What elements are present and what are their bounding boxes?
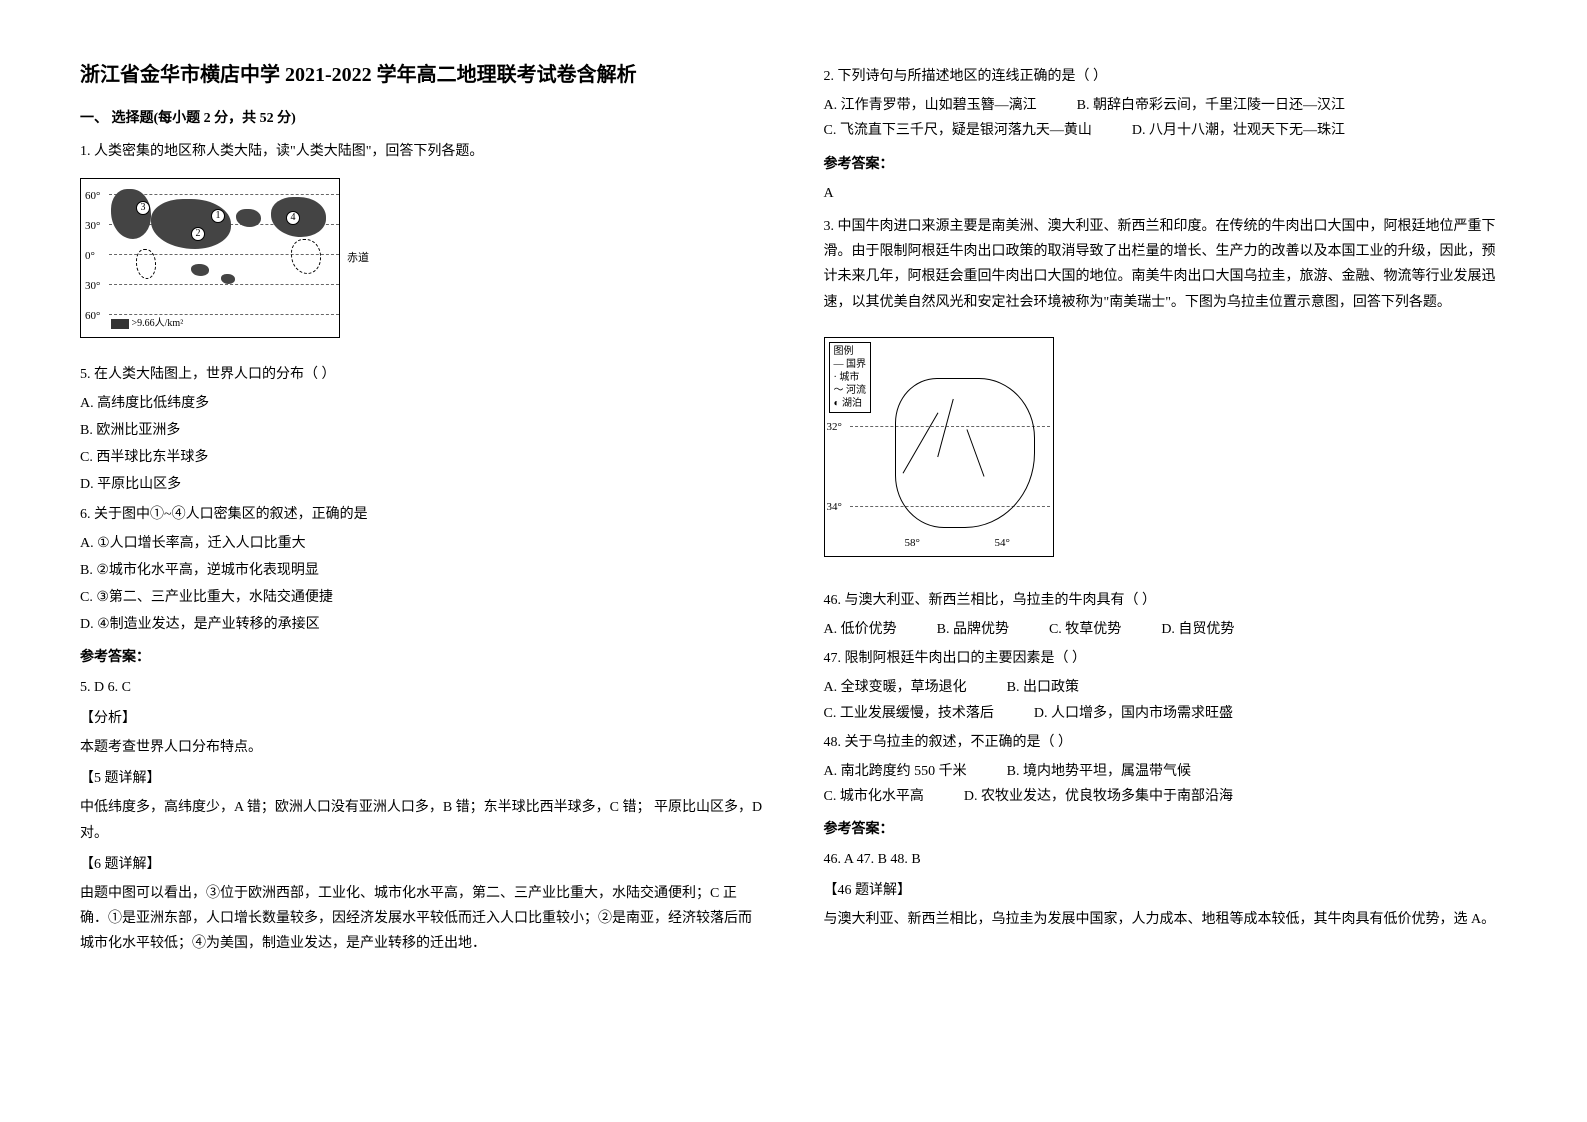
- q6-opt-b: B. ②城市化水平高，逆城市化表现明显: [80, 558, 764, 583]
- q5-opt-b: B. 欧洲比亚洲多: [80, 418, 764, 443]
- analysis-heading: 【分析】: [80, 706, 764, 731]
- q48-opt-c: C. 城市化水平高: [824, 784, 924, 809]
- document-page: 浙江省金华市横店中学 2021-2022 学年高二地理联考试卷含解析 一、 选择…: [80, 60, 1507, 961]
- q2-opts-row2: C. 飞流直下三千尺，疑是银河落九天—黄山 D. 八月十八潮，壮观天下无—珠江: [824, 118, 1508, 143]
- map2-legend: 图例 — 国界 · 城市 ～ 河流 ◐ 湖泊: [829, 342, 872, 413]
- gridline: [109, 284, 339, 285]
- country-outline: [895, 378, 1035, 528]
- map2-box: 图例 — 国界 · 城市 ～ 河流 ◐ 湖泊 32° 34° 58° 54°: [824, 337, 1054, 557]
- q5-detail: 中低纬度多，高纬度少，A 错；欧洲人口没有亚洲人口多，B 错；东半球比西半球多，…: [80, 795, 764, 845]
- lat-30s: 30°: [85, 277, 100, 297]
- legend-lake: ◐ 湖泊: [834, 397, 867, 410]
- q3-stem: 3. 中国牛肉进口来源主要是南美洲、澳大利亚、新西兰和印度。在传统的牛肉出口大国…: [824, 214, 1508, 315]
- equator-label: 赤道: [347, 249, 369, 269]
- continent-shape: [191, 264, 209, 276]
- legend-city: · 城市: [834, 371, 867, 384]
- lon-58: 58°: [905, 534, 920, 554]
- q46-detail: 与澳大利亚、新西兰相比，乌拉圭为发展中国家，人力成本、地租等成本较低，其牛肉具有…: [824, 907, 1508, 932]
- q48-opt-d: D. 农牧业发达，优良牧场多集中于南部沿海: [964, 784, 1233, 809]
- lat-60n: 60°: [85, 187, 100, 207]
- q48-opts-row2: C. 城市化水平高 D. 农牧业发达，优良牧场多集中于南部沿海: [824, 784, 1508, 809]
- q2-opt-d: D. 八月十八潮，壮观天下无—珠江: [1132, 118, 1345, 143]
- q1-analysis: 本题考查世界人口分布特点。: [80, 735, 764, 760]
- q46-opt-d: D. 自贸优势: [1161, 617, 1234, 642]
- answer-heading: 参考答案：: [824, 152, 1508, 177]
- q47-opts-row1: A. 全球变暖，草场退化 B. 出口政策: [824, 675, 1508, 700]
- q1-sub5: 5. 在人类大陆图上，世界人口的分布（ ）: [80, 362, 764, 387]
- map1-box: 60° 30° 0° 30° 60° 赤道 1 2: [80, 178, 340, 338]
- legend-text: >9.66人/km²: [132, 318, 184, 329]
- continent-shape: [221, 274, 235, 284]
- q47-opt-c: C. 工业发展缓慢，技术落后: [824, 701, 994, 726]
- legend-swatch: [111, 319, 129, 329]
- map1-legend: >9.66人/km²: [111, 315, 183, 333]
- q2-opt-a: A. 江作青罗带，山如碧玉簪—漓江: [824, 93, 1037, 118]
- q46-opts: A. 低价优势 B. 品牌优势 C. 牧草优势 D. 自贸优势: [824, 617, 1508, 642]
- lat-34: 34°: [827, 498, 842, 518]
- q2-opt-c: C. 飞流直下三千尺，疑是银河落九天—黄山: [824, 118, 1092, 143]
- q5-detail-heading: 【5 题详解】: [80, 766, 764, 791]
- q48-stem: 48. 关于乌拉圭的叙述，不正确的是（ ）: [824, 730, 1508, 755]
- q6-opt-c: C. ③第二、三产业比重大，水陆交通便捷: [80, 585, 764, 610]
- lat-60s: 60°: [85, 307, 100, 327]
- q46-detail-heading: 【46 题详解】: [824, 878, 1508, 903]
- q47-stem: 47. 限制阿根廷牛肉出口的主要因素是（ ）: [824, 646, 1508, 671]
- answer-heading: 参考答案：: [80, 645, 764, 670]
- q48-opt-a: A. 南北跨度约 550 千米: [824, 759, 967, 784]
- q46-opt-a: A. 低价优势: [824, 617, 897, 642]
- q46-opt-c: C. 牧草优势: [1049, 617, 1121, 642]
- q5-opt-d: D. 平原比山区多: [80, 472, 764, 497]
- q47-opt-a: A. 全球变暖，草场退化: [824, 675, 967, 700]
- continent-shape: [151, 199, 231, 249]
- lat-30n: 30°: [85, 217, 100, 237]
- q47-opt-d: D. 人口增多，国内市场需求旺盛: [1034, 701, 1233, 726]
- q6-detail: 由题中图可以看出，③位于欧洲西部，工业化、城市化水平高，第二、三产业比重大，水陆…: [80, 881, 764, 957]
- answer-heading: 参考答案：: [824, 817, 1508, 842]
- left-column: 浙江省金华市横店中学 2021-2022 学年高二地理联考试卷含解析 一、 选择…: [80, 60, 764, 961]
- lat-0: 0°: [85, 247, 95, 267]
- legend-border: — 国界: [834, 358, 867, 371]
- continent-shape: [136, 249, 156, 279]
- lat-32: 32°: [827, 418, 842, 438]
- uruguay-map: 图例 — 国界 · 城市 ～ 河流 ◐ 湖泊 32° 34° 58° 54°: [824, 329, 1054, 565]
- q1-stem: 1. 人类密集的地区称人类大陆，读"人类大陆图"，回答下列各题。: [80, 139, 764, 164]
- q46-stem: 46. 与澳大利亚、新西兰相比，乌拉圭的牛肉具有（ ）: [824, 588, 1508, 613]
- q1-sub6: 6. 关于图中①~④人口密集区的叙述，正确的是: [80, 502, 764, 527]
- doc-title: 浙江省金华市横店中学 2021-2022 学年高二地理联考试卷含解析: [80, 60, 764, 90]
- q6-detail-heading: 【6 题详解】: [80, 852, 764, 877]
- q2-answer: A: [824, 181, 1508, 206]
- q3-answer: 46. A 47. B 48. B: [824, 847, 1508, 872]
- continent-shape: [291, 239, 321, 274]
- q2-stem: 2. 下列诗句与所描述地区的连线正确的是（ ）: [824, 64, 1508, 89]
- q46-opt-b: B. 品牌优势: [937, 617, 1009, 642]
- legend-river: ～ 河流: [834, 384, 867, 397]
- q1-answer: 5. D 6. C: [80, 675, 764, 700]
- q48-opt-b: B. 境内地势平坦，属温带气候: [1007, 759, 1191, 784]
- q48-opts-row1: A. 南北跨度约 550 千米 B. 境内地势平坦，属温带气候: [824, 759, 1508, 784]
- legend-title: 图例: [834, 345, 867, 358]
- right-column: 2. 下列诗句与所描述地区的连线正确的是（ ） A. 江作青罗带，山如碧玉簪—漓…: [824, 60, 1508, 961]
- q2-opt-b: B. 朝辞白帝彩云间，千里江陵一日还—汉江: [1077, 93, 1345, 118]
- q6-opt-d: D. ④制造业发达，是产业转移的承接区: [80, 612, 764, 637]
- section-one-heading: 一、 选择题(每小题 2 分，共 52 分): [80, 106, 764, 131]
- q5-opt-a: A. 高纬度比低纬度多: [80, 391, 764, 416]
- q2-opts-row1: A. 江作青罗带，山如碧玉簪—漓江 B. 朝辞白帝彩云间，千里江陵一日还—汉江: [824, 93, 1508, 118]
- human-continent-map: 60° 30° 0° 30° 60° 赤道 1 2: [80, 178, 340, 338]
- q47-opts-row2: C. 工业发展缓慢，技术落后 D. 人口增多，国内市场需求旺盛: [824, 701, 1508, 726]
- lon-54: 54°: [995, 534, 1010, 554]
- q47-opt-b: B. 出口政策: [1007, 675, 1079, 700]
- q6-opt-a: A. ①人口增长率高，迁入人口比重大: [80, 531, 764, 556]
- q5-opt-c: C. 西半球比东半球多: [80, 445, 764, 470]
